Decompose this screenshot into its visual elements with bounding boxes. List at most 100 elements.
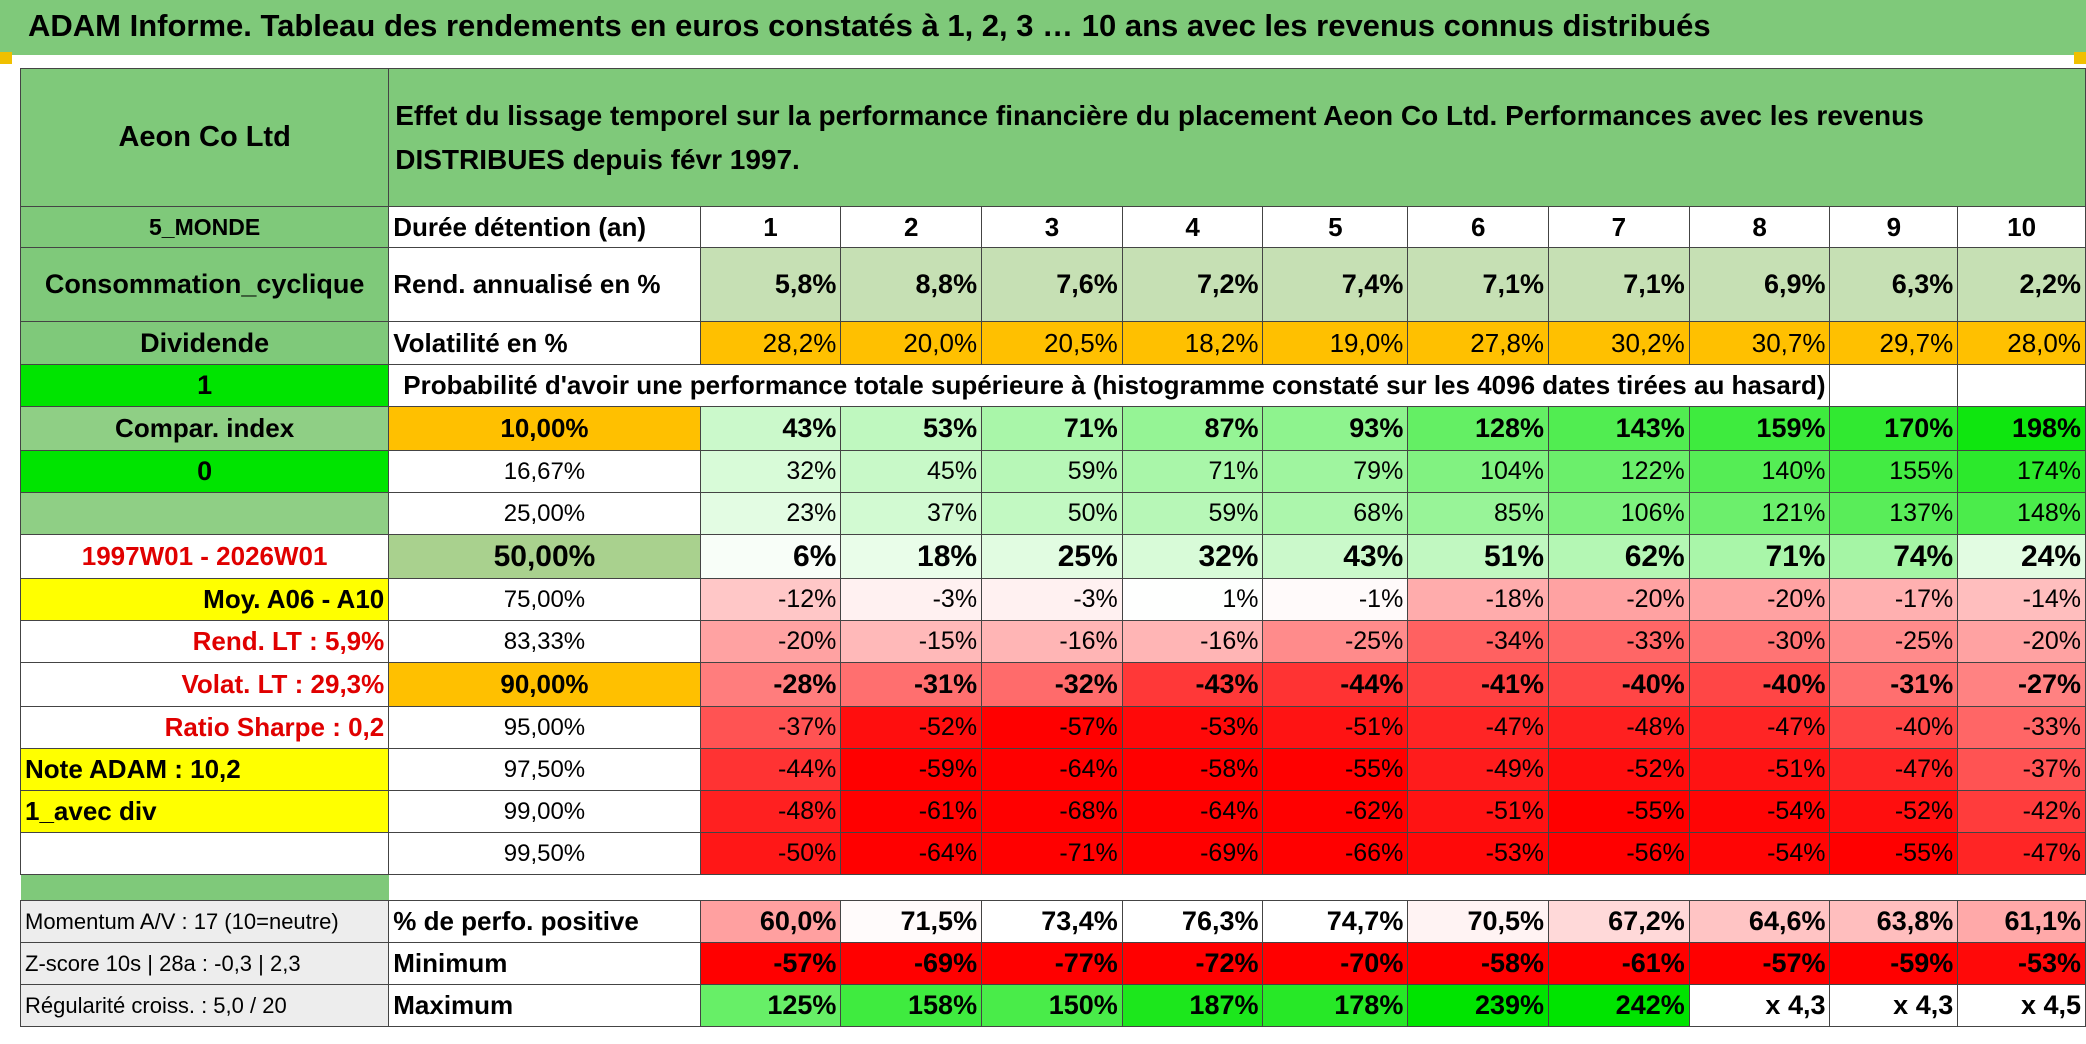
percentile-value: -58% (1121, 748, 1264, 791)
percentile-value: -40% (1829, 706, 1959, 749)
percentile-value: 137% (1829, 492, 1959, 535)
percentile-value: 37% (840, 492, 983, 535)
positive-performance-value: 60,0% (699, 900, 842, 943)
percentile-value: -69% (1121, 832, 1264, 875)
report-title: ADAM Informe. Tableau des rendements en … (28, 8, 1711, 43)
period-label: 1997W01 - 2026W01 (19, 534, 390, 579)
annualized-return-value: 6,3% (1829, 247, 1959, 322)
minimum-value: -69% (840, 942, 983, 985)
holding-duration-label: Durée détention (an) (388, 206, 701, 248)
minimum-value: -57% (699, 942, 842, 985)
company-name: Aeon Co Ltd (19, 68, 390, 207)
percentile-value: -51% (1688, 748, 1831, 791)
maximum-value: 125% (699, 984, 842, 1027)
percentile-value: -20% (1548, 578, 1690, 621)
year-header: 3 (981, 206, 1123, 248)
percentile-value: -68% (981, 790, 1123, 833)
percentile-value: 106% (1548, 492, 1690, 535)
percentile-value: -25% (1829, 620, 1959, 663)
percentile-value: 23% (699, 492, 842, 535)
percentile-value: -20% (699, 620, 842, 663)
positive-performance-value: 67,2% (1548, 900, 1690, 943)
volatility-value: 20,0% (840, 321, 983, 365)
minimum-label: Minimum (388, 942, 701, 985)
positive-performance-value: 76,3% (1121, 900, 1264, 943)
percentile-value: 148% (1957, 492, 2086, 535)
percentile-label: 50,00% (388, 534, 701, 579)
annualized-return-value: 5,8% (699, 247, 842, 322)
annualized-return-value: 7,1% (1548, 247, 1690, 322)
percentile-value: -31% (840, 662, 983, 707)
percentile-value: 71% (1121, 450, 1264, 493)
description: Effet du lissage temporel sur la perform… (388, 68, 2086, 207)
percentile-value: -50% (699, 832, 842, 875)
maximum-value: 187% (1121, 984, 1264, 1027)
percentile-value: 62% (1548, 534, 1690, 579)
percentile-value: -61% (840, 790, 983, 833)
volatility-value: 30,7% (1688, 321, 1831, 365)
positive-performance-value: 64,6% (1688, 900, 1831, 943)
empty-cell (1958, 875, 2086, 901)
empty-cell (982, 875, 1123, 901)
percentile-value: -3% (981, 578, 1123, 621)
percentile-value: 32% (1121, 534, 1264, 579)
long-term-return: Rend. LT : 5,9% (19, 620, 390, 663)
percentile-value: -56% (1548, 832, 1690, 875)
percentile-value: -53% (1407, 832, 1550, 875)
maximum-value: x 4,3 (1829, 984, 1959, 1027)
percentile-value: -64% (840, 832, 983, 875)
performance-table: Aeon Co Ltd Effet du lissage temporel sur… (19, 68, 2086, 1027)
volatility-value: 27,8% (1407, 321, 1550, 365)
minimum-value: -77% (981, 942, 1123, 985)
percentile-value: 93% (1262, 406, 1409, 451)
percentile-value: -55% (1262, 748, 1409, 791)
percentile-value: 85% (1407, 492, 1550, 535)
percentile-value: -37% (1957, 748, 2086, 791)
sector-label: Consommation_cyclique (19, 247, 390, 322)
percentile-label: 90,00% (388, 662, 701, 707)
year-header: 7 (1548, 206, 1690, 248)
percentile-value: 71% (1688, 534, 1831, 579)
minimum-value: -57% (1688, 942, 1831, 985)
empty-cell (841, 875, 982, 901)
minimum-value: -70% (1262, 942, 1409, 985)
percentile-value: 59% (1121, 492, 1264, 535)
empty-cell (1122, 875, 1263, 901)
percentile-value: 51% (1407, 534, 1550, 579)
positive-performance-value: 71,5% (840, 900, 983, 943)
year-header: 9 (1829, 206, 1959, 248)
empty-cell (1689, 875, 1830, 901)
probability-caption: Probabilité d'avoir une performance tota… (388, 364, 1830, 407)
percentile-value: -59% (840, 748, 983, 791)
comparison-index-label: Compar. index (19, 406, 390, 451)
empty-cell (389, 875, 700, 901)
percentile-value: -33% (1548, 620, 1690, 663)
zscore-label: Z-score 10s | 28a : -0,3 | 2,3 (19, 942, 390, 985)
year-header: 6 (1407, 206, 1550, 248)
percentile-value: 87% (1121, 406, 1264, 451)
percentile-value: -49% (1407, 748, 1550, 791)
percentile-value: 32% (699, 450, 842, 493)
empty-cell (1829, 364, 1959, 407)
percentile-label: 25,00% (388, 492, 701, 535)
percentile-value: -44% (699, 748, 842, 791)
maximum-value: 242% (1548, 984, 1690, 1027)
percentile-value: 198% (1957, 406, 2086, 451)
percentile-value: 59% (981, 450, 1123, 493)
percentile-value: 174% (1957, 450, 2086, 493)
percentile-value: 6% (699, 534, 842, 579)
spacer-band (20, 874, 389, 901)
regularity-label: Régularité croiss. : 5,0 / 20 (19, 984, 390, 1027)
flag-value: 0 (19, 450, 390, 493)
maximum-label: Maximum (388, 984, 701, 1027)
percentile-value: -40% (1548, 662, 1690, 707)
percentile-value: -52% (840, 706, 983, 749)
percentile-value: 143% (1548, 406, 1690, 451)
annualized-return-value: 2,2% (1957, 247, 2086, 322)
percentile-value: 1% (1121, 578, 1264, 621)
percentile-value: -55% (1829, 832, 1959, 875)
percentile-value: 71% (981, 406, 1123, 451)
percentile-value: -17% (1829, 578, 1959, 621)
empty-cell (1957, 364, 2086, 407)
volatility-value: 18,2% (1121, 321, 1264, 365)
